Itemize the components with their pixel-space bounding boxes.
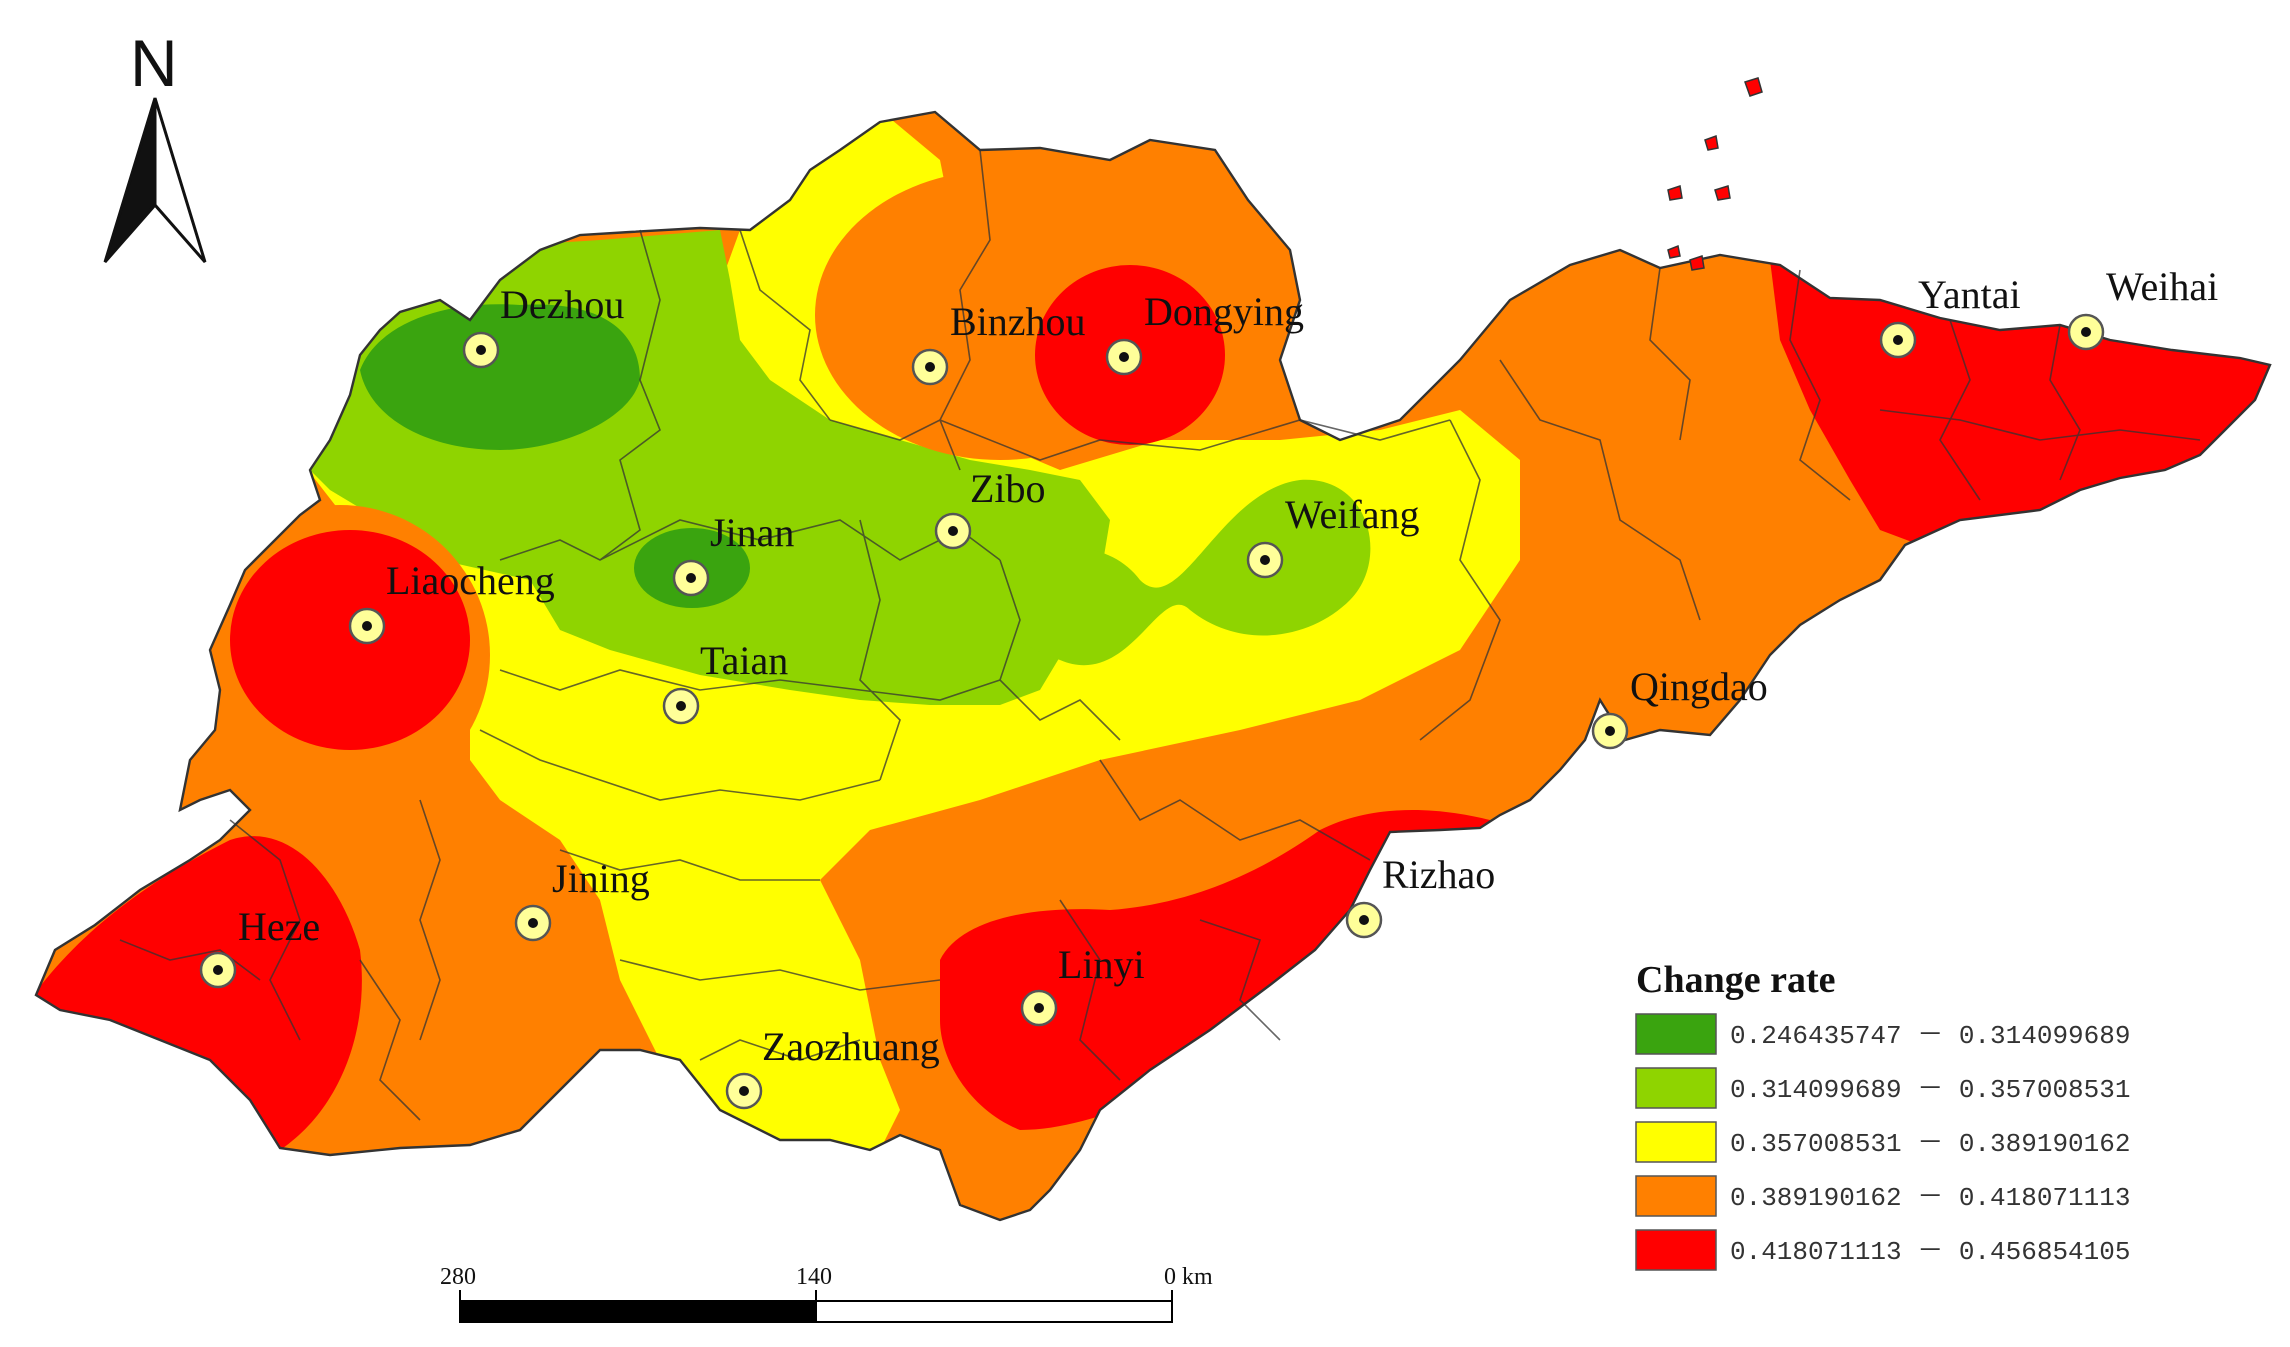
class-5-zone-liaocheng (230, 530, 470, 750)
city-label-jining: Jining (552, 856, 650, 901)
city-label-taian: Taian (700, 638, 788, 683)
city-label-zibo: Zibo (970, 466, 1046, 511)
city-marker-dot (1119, 352, 1129, 362)
city-marker-dot (1359, 915, 1369, 925)
legend-swatch-3 (1635, 1121, 1717, 1163)
city-label-weifang: Weifang (1285, 492, 1420, 537)
legend-label-2: 0.314099689 － 0.357008531 (1730, 1075, 2130, 1105)
legend-swatch-4 (1635, 1175, 1717, 1217)
city-label-dongying: Dongying (1144, 289, 1304, 334)
city-marker-dot (739, 1086, 749, 1096)
city-marker-yantai: Yantai (1879, 272, 2021, 359)
city-label-yantai: Yantai (1918, 272, 2021, 317)
city-label-heze: Heze (238, 904, 320, 949)
city-marker-jining: Jining (514, 856, 650, 942)
scale-bar-white-segment (815, 1300, 1173, 1323)
city-label-binzhou: Binzhou (950, 299, 1086, 344)
city-marker-dot (476, 345, 486, 355)
county-boundaries (119, 149, 2201, 1121)
scale-bar: 280 140 0 km (440, 1264, 1213, 1323)
class-5-zone-heze (36, 836, 362, 1150)
city-label-rizhao: Rizhao (1382, 852, 1495, 897)
city-marker-dot (213, 965, 223, 975)
city-marker-dot (686, 573, 696, 583)
legend-label-4: 0.389190162 － 0.418071113 (1730, 1183, 2130, 1213)
city-marker-weihai: Weihai (2067, 264, 2218, 351)
legend-swatch-2 (1635, 1067, 1717, 1109)
city-label-liaocheng: Liaocheng (386, 558, 555, 603)
city-marker-dot (362, 621, 372, 631)
north-arrow-right-half (153, 97, 207, 263)
class-2-zone-weifang (999, 479, 1371, 666)
class-5-zone-linyi (940, 810, 1490, 1130)
city-marker-jinan: Jinan (672, 510, 794, 597)
city-label-qingdao: Qingdao (1630, 664, 1768, 709)
city-marker-qingdao: Qingdao (1591, 664, 1768, 750)
legend-swatch-1 (1635, 1013, 1717, 1055)
scale-label-0-km: 0 km (1164, 1264, 1213, 1290)
city-marker-taian: Taian (662, 638, 788, 725)
city-marker-dot (1260, 555, 1270, 565)
islands (1667, 77, 1763, 271)
class-1-zone-dezhou (360, 304, 640, 450)
scale-label-280: 280 (440, 1264, 476, 1290)
city-marker-dot (676, 701, 686, 711)
city-marker-zaozhuang: Zaozhuang (725, 1024, 940, 1110)
city-label-zaozhuang: Zaozhuang (762, 1024, 940, 1069)
legend-label-5: 0.418071113 － 0.456854105 (1730, 1237, 2130, 1267)
city-label-dezhou: Dezhou (500, 282, 624, 327)
city-marker-dot (1034, 1003, 1044, 1013)
legend: Change rate 0.246435747 － 0.314099689 0.3… (1635, 959, 2130, 1271)
scale-label-140: 140 (796, 1264, 832, 1290)
city-marker-dongying: Dongying (1105, 289, 1304, 376)
province-outline (34, 110, 2272, 1222)
city-marker-linyi: Linyi (1020, 942, 1145, 1027)
city-markers: Dezhou Binzhou Dongying Yantai Weihai Zibo Jin… (199, 264, 2218, 1110)
city-marker-dot (948, 526, 958, 536)
legend-label-3: 0.357008531 － 0.389190162 (1730, 1129, 2130, 1159)
city-label-linyi: Linyi (1058, 942, 1145, 987)
city-marker-dezhou: Dezhou (462, 282, 624, 369)
legend-swatch-5 (1635, 1229, 1717, 1271)
north-arrow-left-half (103, 97, 157, 263)
city-marker-liaocheng: Liaocheng (348, 558, 555, 645)
legend-label-1: 0.246435747 － 0.314099689 (1730, 1021, 2130, 1051)
legend-title: Change rate (1636, 959, 1835, 1001)
city-marker-dot (528, 918, 538, 928)
north-letter: N (130, 26, 178, 100)
city-marker-heze: Heze (199, 904, 320, 989)
north-arrow: N (103, 26, 207, 263)
city-marker-dot (1893, 335, 1903, 345)
city-marker-binzhou: Binzhou (911, 299, 1086, 386)
city-marker-dot (1605, 726, 1615, 736)
city-marker-rizhao: Rizhao (1345, 852, 1495, 939)
city-marker-weifang: Weifang (1246, 492, 1420, 579)
city-marker-dot (925, 362, 935, 372)
scale-bar-black-segment (459, 1300, 817, 1323)
city-marker-zibo: Zibo (934, 466, 1046, 550)
city-marker-dot (2081, 327, 2091, 337)
city-label-jinan: Jinan (710, 510, 794, 555)
city-label-weihai: Weihai (2106, 264, 2218, 309)
